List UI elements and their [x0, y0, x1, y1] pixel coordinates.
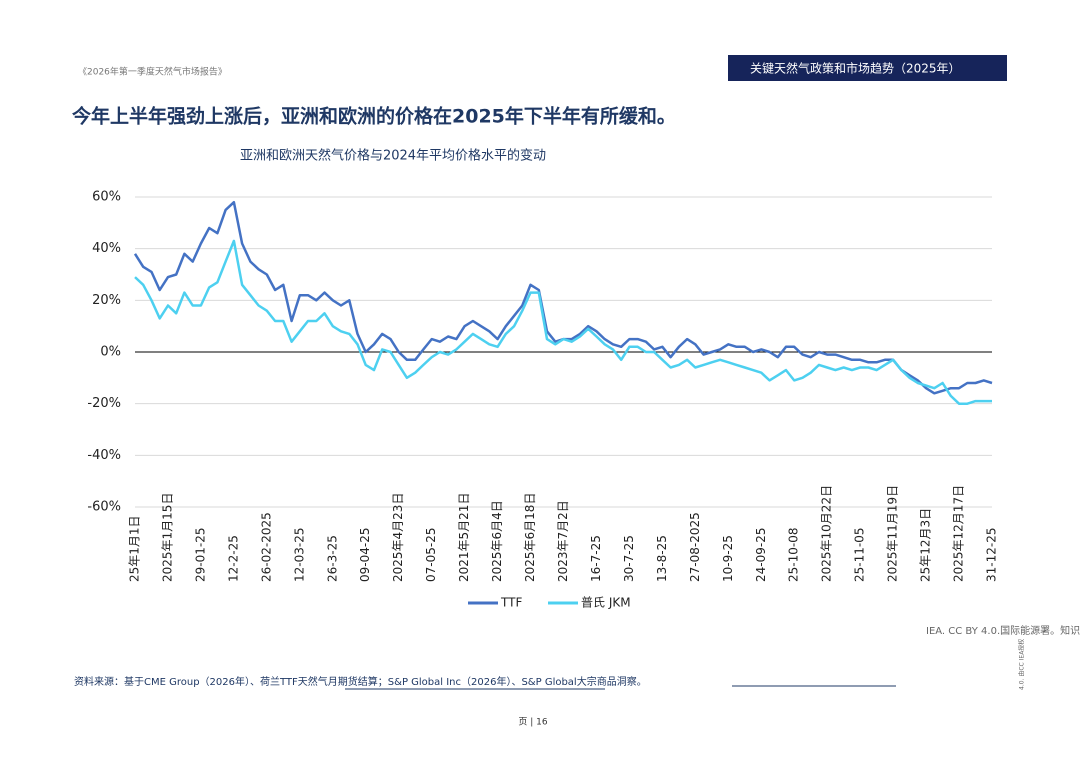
x-tick-label: 07-05-25 [424, 528, 438, 582]
section-banner [728, 55, 1007, 81]
x-tick-label: 30-7-25 [622, 535, 636, 582]
x-tick-label: 2025年10月22日 [820, 485, 834, 582]
y-tick-label: 40% [92, 241, 121, 256]
x-tick-label: 2025年6月4日 [490, 500, 504, 582]
x-tick-label: 31-12-25 [985, 528, 999, 582]
x-tick-label: 12-2-25 [226, 535, 240, 582]
x-tick-label: 24-09-25 [754, 528, 768, 582]
y-tick-label: 60% [92, 190, 121, 205]
report-name: 《2026年第一季度天然气市场报告》 [78, 66, 227, 78]
section-title: 关键天然气政策和市场趋势（2025年） [750, 61, 961, 76]
x-tick-label: 25年12月3日 [919, 508, 933, 582]
x-tick-label: 12-03-25 [292, 528, 306, 582]
x-tick-label: 26-3-25 [325, 535, 339, 582]
page-number: 页 | 16 [518, 717, 547, 728]
x-tick-label: 25年1月1日 [128, 515, 142, 582]
headline: 今年上半年强劲上涨后，亚洲和欧洲的价格在2025年下半年有所缓和。 [71, 105, 676, 128]
y-tick-label: 20% [92, 293, 121, 308]
source: 资料来源：基于CME Group（2026年）、荷兰TTF天然气月期货结算；S&… [74, 675, 647, 688]
x-tick-label: 25-10-08 [787, 528, 801, 582]
x-tick-label: 13-8-25 [655, 535, 669, 582]
side-note: 4.0. 由CC IEA授权 [1018, 639, 1026, 690]
x-tick-label: 2025年12月17日 [952, 485, 966, 582]
x-tick-label: 2025年4月23日 [391, 493, 405, 582]
x-tick-label: 10-9-25 [721, 535, 735, 582]
x-tick-label: 29-01-25 [193, 528, 207, 582]
x-tick-label: 09-04-25 [358, 528, 372, 582]
x-tick-label: 2025年1月15日 [160, 493, 174, 582]
x-tick-label: 27-08-2025 [688, 512, 702, 582]
legend-label: 普氏 JKM [581, 596, 631, 610]
x-tick-label: 16-7-25 [589, 535, 603, 582]
x-tick-label: 2023年7月2日 [556, 500, 570, 582]
x-tick-label: 25-11-05 [853, 528, 867, 582]
x-tick-label: 2025年11月19日 [886, 485, 900, 582]
legend-label: TTF [500, 596, 522, 610]
y-tick-label: -60% [87, 500, 121, 515]
x-tick-label: 26-02-2025 [259, 512, 273, 582]
series-line [134, 239, 992, 405]
x-tick-label: 2025年6月18日 [523, 493, 537, 582]
series-line [133, 200, 993, 395]
credit: IEA. CC BY 4.0.国际能源署。知识 [926, 624, 1080, 637]
chart-title: 亚洲和欧洲天然气价格与2024年平均价格水平的变动 [240, 148, 546, 164]
y-tick-label: -20% [87, 396, 121, 411]
x-tick-label: 2021年5月21日 [457, 493, 471, 582]
y-tick-label: -40% [87, 448, 121, 463]
y-tick-label: 0% [100, 345, 121, 360]
